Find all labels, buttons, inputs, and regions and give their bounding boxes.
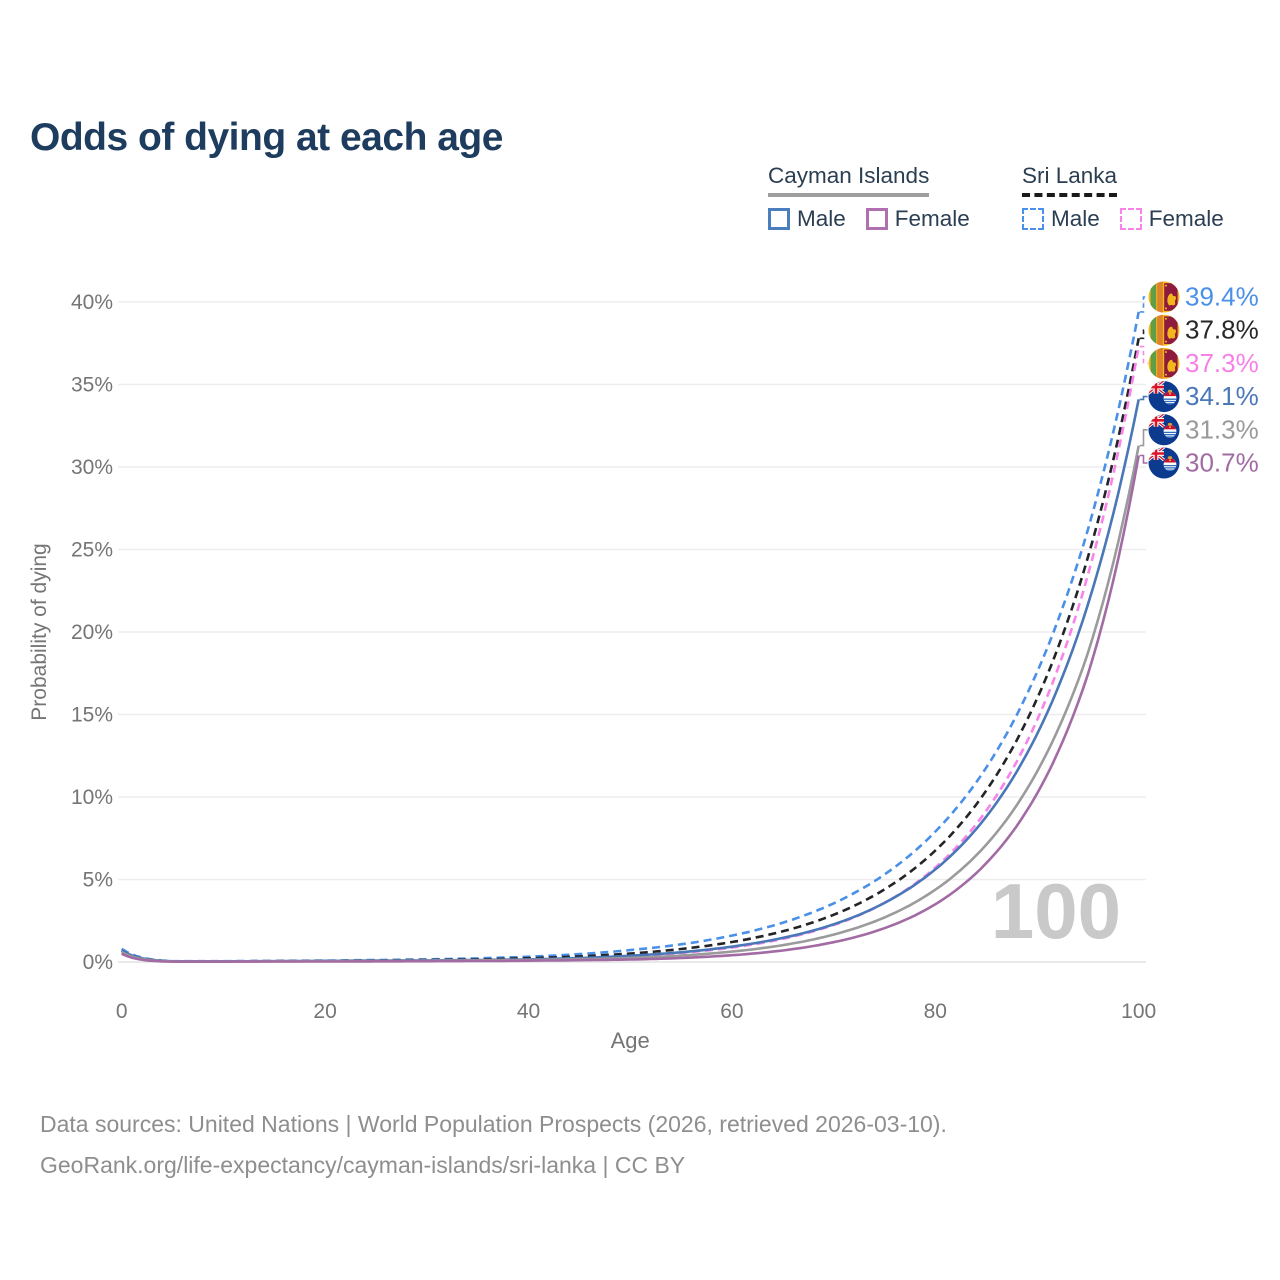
cayman-flag-icon <box>1148 381 1180 413</box>
legend-item-label: Male <box>797 206 846 231</box>
legend-heading-cayman-islands[interactable]: Cayman Islands <box>768 163 930 197</box>
y-tick-40%: 40% <box>71 291 113 314</box>
age-counter: 100 <box>991 867 1121 955</box>
sri-lanka-flag-icon <box>1148 314 1180 346</box>
end-label-cayman-islands-overall: 31.3% <box>1185 414 1259 444</box>
legend-group-cayman-islands: Cayman Islands Male Female <box>768 163 990 232</box>
sri-lanka-flag-icon <box>1148 281 1180 313</box>
end-label-sri-lanka-male: 39.4% <box>1185 282 1259 312</box>
chart-canvas: 0% 5% 10% 15% 20% 25% 30% 35% 40% 0 20 40 60 80 100 Age… <box>28 0 1259 1053</box>
end-label-sri-lanka-overall: 37.8% <box>1185 315 1259 345</box>
cayman-flag-icon <box>1148 447 1180 479</box>
legend-swatch-female <box>865 208 888 230</box>
series-line-sri-lanka-overall[interactable] <box>121 338 1140 963</box>
legend-heading-sri-lanka[interactable]: Sri Lanka <box>1022 163 1118 197</box>
page-title: Odds of dying at each age <box>30 116 503 160</box>
axes: 0% 5% 10% 15% 20% 25% 30% 35% 40% 0 20 40 60 80 100 Age… <box>28 291 1156 1053</box>
end-label-cayman-islands-male: 34.1% <box>1185 381 1259 411</box>
end-label-cayman-islands-female: 30.7% <box>1185 448 1259 478</box>
legend-item-label: Female <box>894 206 970 231</box>
leader-line-sri-lanka-male <box>1139 296 1148 313</box>
x-tick-80: 80 <box>924 1000 947 1023</box>
footer: Data sources: United Nations | World Pop… <box>40 1104 947 1186</box>
footer-attribution: GeoRank.org/life-expectancy/cayman-islan… <box>40 1152 686 1178</box>
series-line-cayman-islands-overall[interactable] <box>121 445 1140 963</box>
leader-line-sri-lanka-female <box>1139 345 1148 365</box>
x-tick-40: 40 <box>517 1000 540 1023</box>
legend-item-label: Male <box>1051 206 1100 231</box>
leader-line-cayman-islands-overall <box>1139 429 1148 447</box>
legend-items-sri-lanka: Male Female <box>1022 206 1244 232</box>
y-tick-30%: 30% <box>71 456 113 479</box>
gridlines <box>118 301 1146 963</box>
series-line-sri-lanka-female[interactable] <box>121 346 1140 963</box>
sri-lanka-flag-icon <box>1148 347 1180 379</box>
y-tick-0%: 0% <box>83 951 113 974</box>
series-lines <box>121 311 1140 963</box>
legend-item-cayman-islands-female[interactable]: Female <box>865 206 970 232</box>
x-axis-title: Age <box>611 1028 650 1053</box>
y-tick-35%: 35% <box>71 374 113 397</box>
series-line-cayman-islands-female[interactable] <box>121 455 1140 963</box>
leader-line-cayman-islands-female <box>1139 454 1148 464</box>
series-end-labels: 39.4%37.8%37.3%34.1%31.3% 30.7% <box>1139 281 1259 479</box>
cayman-flag-icon <box>1148 414 1180 446</box>
legend-swatch-male <box>768 208 790 230</box>
y-tick-15%: 15% <box>71 704 113 727</box>
legend-item-label: Female <box>1148 206 1224 231</box>
y-tick-5%: 5% <box>83 869 113 892</box>
x-tick-20: 20 <box>313 1000 336 1023</box>
legend-group-sri-lanka: Sri Lanka Male Female <box>1022 163 1244 232</box>
y-axis-title: Probability of dying <box>28 543 51 720</box>
age-counter-watermark: 100 <box>991 867 1121 955</box>
leader-line-sri-lanka-overall <box>1139 329 1148 340</box>
x-tick-0: 0 <box>116 1000 128 1023</box>
legend-item-sri-lanka-female[interactable]: Female <box>1119 206 1224 232</box>
series-line-cayman-islands-male[interactable] <box>121 399 1140 963</box>
legend-swatch-male <box>1022 208 1044 230</box>
y-tick-20%: 20% <box>71 621 113 644</box>
end-label-sri-lanka-female: 37.3% <box>1185 348 1259 378</box>
leader-line-cayman-islands-male <box>1139 395 1148 401</box>
legend-item-sri-lanka-male[interactable]: Male <box>1022 206 1100 232</box>
x-tick-60: 60 <box>720 1000 743 1023</box>
legend-item-cayman-islands-male[interactable]: Male <box>768 206 846 232</box>
legend-swatch-female <box>1119 208 1142 230</box>
y-tick-10%: 10% <box>71 786 113 809</box>
legend-items-cayman-islands: Male Female <box>768 206 990 232</box>
footer-data-sources: Data sources: United Nations | World Pop… <box>40 1111 947 1137</box>
y-tick-25%: 25% <box>71 539 113 562</box>
x-tick-100: 100 <box>1121 1000 1156 1023</box>
